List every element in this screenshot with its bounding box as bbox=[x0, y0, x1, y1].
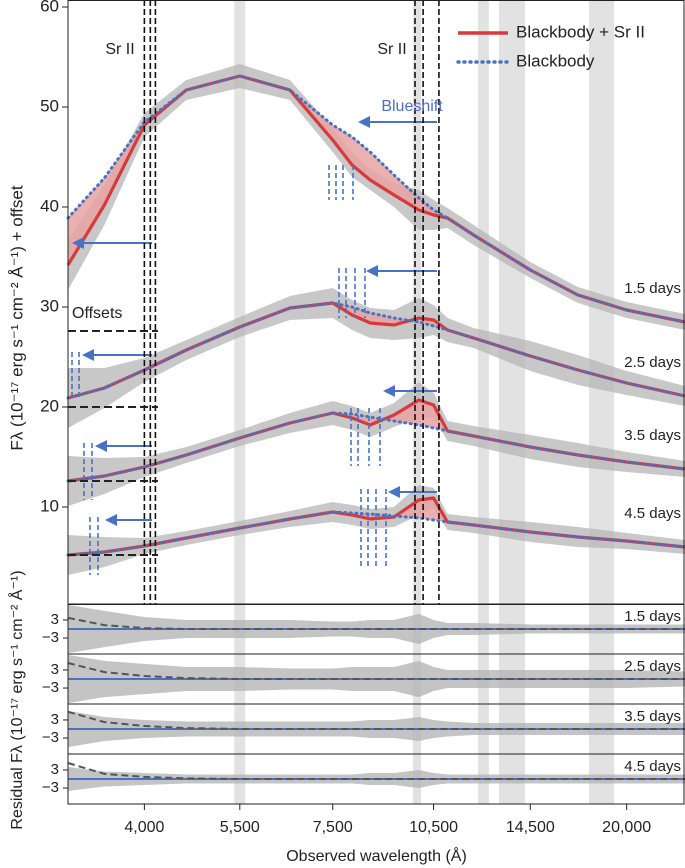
telluric-band bbox=[478, 0, 489, 804]
observed-noise bbox=[68, 64, 685, 330]
residual-model bbox=[67, 762, 685, 780]
y-tick-label: 20 bbox=[40, 396, 59, 415]
observed-noise bbox=[68, 485, 685, 575]
x-tick-label: 4,000 bbox=[124, 819, 164, 836]
main-frame bbox=[67, 0, 685, 605]
annotation: Blueshift bbox=[381, 98, 443, 115]
epoch-label: 3.5 days bbox=[624, 427, 681, 444]
residual-epoch-label: 4.5 days bbox=[624, 758, 681, 775]
residual-model bbox=[67, 710, 685, 730]
residual-y-tick-label: 3 bbox=[51, 611, 59, 628]
annotation: Sr II bbox=[377, 41, 406, 58]
epoch-label: 4.5 days bbox=[624, 505, 681, 522]
residual-y-tick-label: −3 bbox=[42, 729, 59, 746]
y-tick-label: 10 bbox=[40, 496, 59, 515]
legend-label: Blackbody + Sr II bbox=[516, 22, 645, 41]
residual-y-axis-label: Residual Fλ (10⁻¹⁷ erg s⁻¹ cm⁻² Å⁻¹) bbox=[7, 570, 26, 829]
y-tick-label: 60 bbox=[40, 0, 59, 15]
y-axis-label: Fλ (10⁻¹⁷ erg s⁻¹ cm⁻² Å⁻¹) + offset bbox=[7, 185, 26, 450]
x-tick-label: 14,500 bbox=[506, 819, 555, 836]
epoch-label: 1.5 days bbox=[624, 280, 681, 297]
x-tick-label: 5,500 bbox=[220, 819, 260, 836]
residual-y-tick-label: 3 bbox=[51, 761, 59, 778]
residual-model bbox=[67, 662, 685, 680]
x-tick-label: 20,000 bbox=[602, 819, 651, 836]
residual-y-tick-label: −3 bbox=[42, 779, 59, 796]
residual-epoch-label: 2.5 days bbox=[624, 658, 681, 675]
y-tick-label: 50 bbox=[40, 96, 59, 115]
epoch-label: 2.5 days bbox=[624, 354, 681, 371]
foreground-layer: 10 20 30 40 50 60 1.5 days 2.5 days 3.5 days 4.5 … bbox=[7, 0, 685, 865]
residual-frame bbox=[67, 753, 685, 805]
residual-epoch-label: 3.5 days bbox=[624, 708, 681, 725]
residual-y-tick-label: 3 bbox=[51, 711, 59, 728]
annotation: Offsets bbox=[72, 305, 122, 322]
legend-label: Blackbody bbox=[516, 51, 595, 70]
annotation: Sr II bbox=[105, 41, 134, 58]
x-tick-label: 7,500 bbox=[313, 819, 353, 836]
y-tick-label: 40 bbox=[40, 196, 59, 215]
x-tick-label: 10,500 bbox=[409, 819, 458, 836]
residual-epoch-label: 1.5 days bbox=[624, 608, 681, 625]
blackbody-line bbox=[66, 411, 685, 483]
residual-y-tick-label: −3 bbox=[42, 629, 59, 646]
telluric-band bbox=[234, 0, 246, 804]
residual-model bbox=[67, 616, 685, 630]
blackbody-line bbox=[66, 74, 685, 324]
x-axis-label: Observed wavelength (Å) bbox=[286, 846, 467, 865]
observed-noise bbox=[68, 382, 685, 506]
data-layer bbox=[66, 64, 685, 791]
blueshift-markers bbox=[71, 165, 387, 575]
y-tick-label: 30 bbox=[40, 296, 59, 315]
residual-y-tick-label: −3 bbox=[42, 679, 59, 696]
blackbody-line bbox=[66, 510, 685, 557]
residual-y-tick-label: 3 bbox=[51, 661, 59, 678]
blackbody-line bbox=[66, 301, 685, 400]
